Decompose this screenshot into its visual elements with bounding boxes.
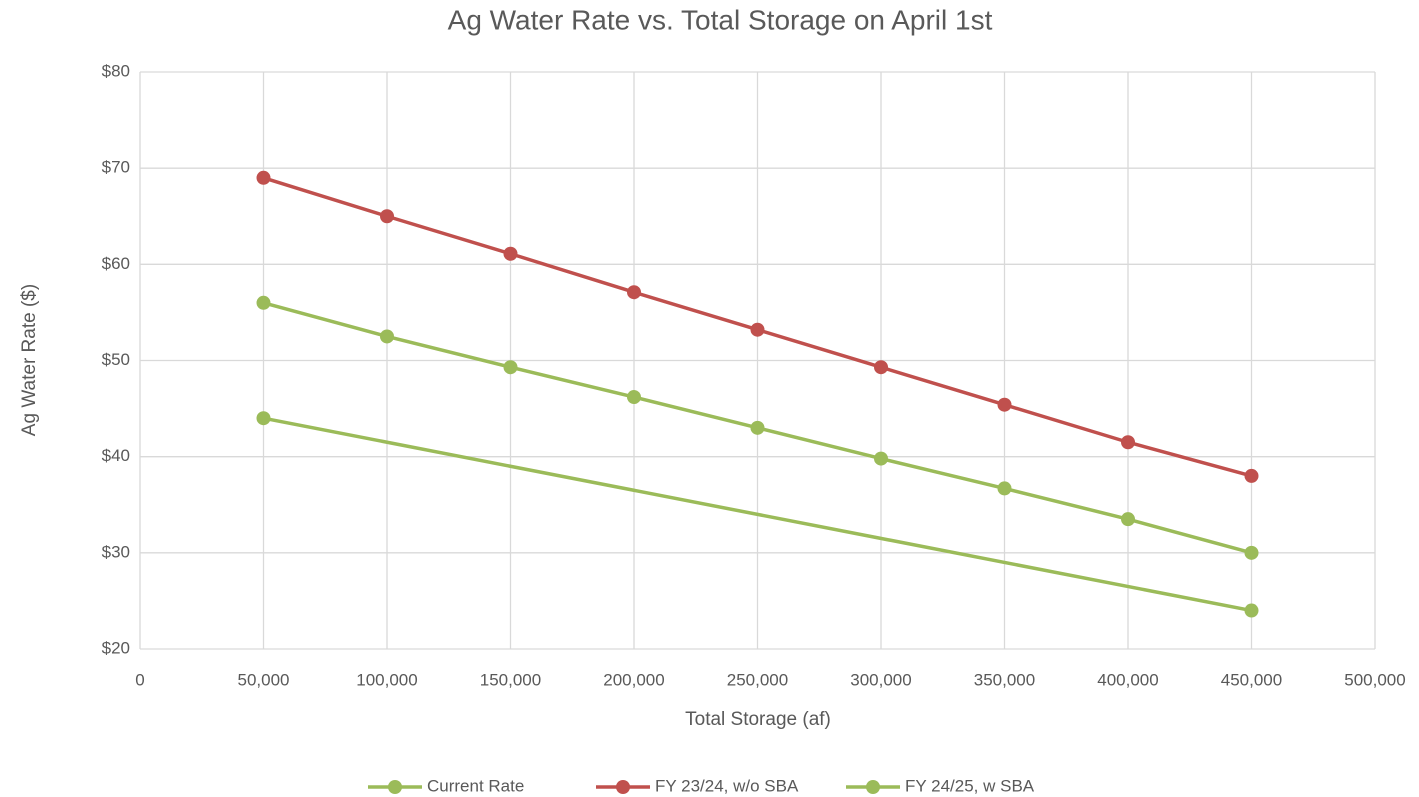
x-tick-label: 250,000 xyxy=(727,670,788,689)
data-point xyxy=(627,285,641,300)
x-tick-label: 100,000 xyxy=(356,670,417,689)
y-tick-label: $70 xyxy=(102,158,130,177)
data-point xyxy=(256,411,271,426)
data-point xyxy=(1244,603,1259,618)
legend-label: FY 23/24, w/o SBA xyxy=(655,776,799,795)
y-tick-label: $40 xyxy=(102,446,130,465)
y-tick-label: $20 xyxy=(102,638,130,657)
x-tick-label: 200,000 xyxy=(603,670,664,689)
y-tick-label: $60 xyxy=(102,254,130,273)
data-point xyxy=(256,170,271,185)
x-tick-label: 400,000 xyxy=(1097,670,1158,689)
series-line xyxy=(263,416,1252,613)
y-tick-label: $80 xyxy=(102,61,130,80)
y-axis-label: Ag Water Rate ($) xyxy=(19,284,40,436)
x-tick-label: 350,000 xyxy=(974,670,1035,689)
legend-marker xyxy=(388,780,402,794)
data-point xyxy=(1244,468,1259,483)
legend-label: FY 24/25, w SBA xyxy=(905,776,1035,795)
data-point xyxy=(503,246,518,261)
legend-marker xyxy=(866,780,880,794)
data-point xyxy=(503,360,518,375)
legend-label: Current Rate xyxy=(427,776,524,795)
data-point xyxy=(874,360,888,375)
x-tick-label: 500,000 xyxy=(1344,670,1405,689)
chart-title: Ag Water Rate vs. Total Storage on April… xyxy=(448,4,993,35)
data-point xyxy=(627,390,641,405)
x-tick-label: 450,000 xyxy=(1221,670,1282,689)
x-tick-label: 300,000 xyxy=(850,670,911,689)
data-point xyxy=(380,329,394,344)
data-point xyxy=(256,295,271,310)
x-axis-label: Total Storage (af) xyxy=(685,709,831,730)
data-point xyxy=(750,322,765,337)
data-point xyxy=(380,209,394,224)
data-point xyxy=(1121,435,1135,450)
x-tick-label: 150,000 xyxy=(480,670,541,689)
y-tick-label: $30 xyxy=(102,542,130,561)
data-point xyxy=(1121,512,1135,527)
data-point xyxy=(997,397,1012,412)
legend-marker xyxy=(616,780,630,794)
x-tick-label: 0 xyxy=(135,670,144,689)
data-point xyxy=(874,451,888,466)
data-point xyxy=(997,481,1012,496)
data-point xyxy=(750,420,765,435)
x-tick-label: 50,000 xyxy=(238,670,290,689)
y-tick-label: $50 xyxy=(102,350,130,369)
data-point xyxy=(1244,545,1259,560)
